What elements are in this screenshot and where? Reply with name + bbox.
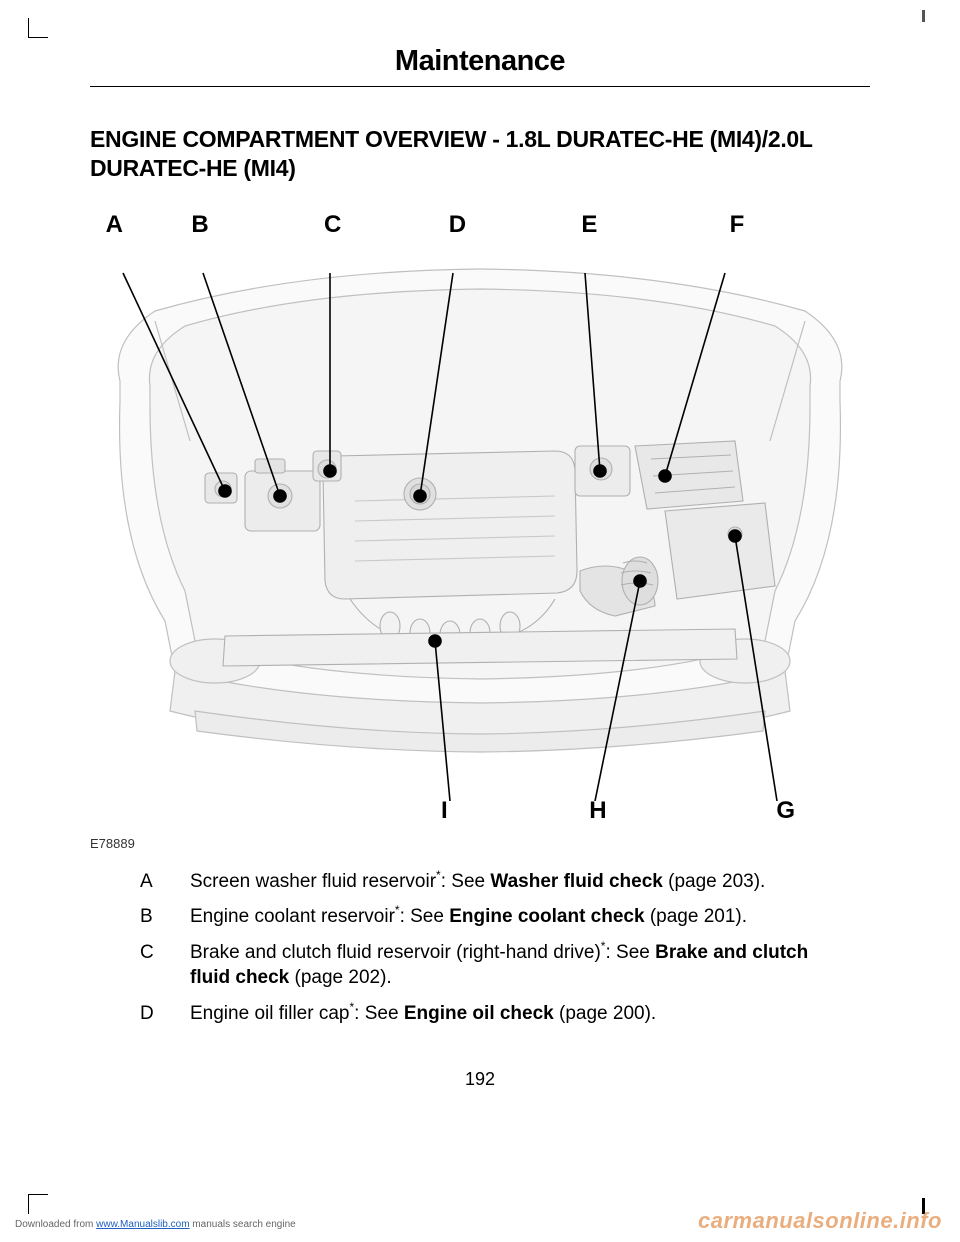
callout-label-H: H <box>589 797 606 825</box>
definition-letter: A <box>140 869 190 895</box>
callout-label-C: C <box>324 211 341 239</box>
page-content: Maintenance ENGINE COMPARTMENT OVERVIEW … <box>0 0 960 1130</box>
callout-label-D: D <box>449 211 466 239</box>
footer-download: Downloaded from www.Manualslib.com manua… <box>15 1219 296 1230</box>
title-rule <box>90 86 870 87</box>
definition-row: AScreen washer fluid reservoir*: See Was… <box>140 869 820 895</box>
figure-code: E78889 <box>90 836 135 851</box>
callout-label-F: F <box>730 211 745 239</box>
callout-label-A: A <box>106 211 123 239</box>
chapter-title: Maintenance <box>60 45 900 78</box>
footer-link[interactable]: www.Manualslib.com <box>96 1219 189 1230</box>
callout-label-B: B <box>191 211 208 239</box>
page-number: 192 <box>60 1069 900 1090</box>
definition-text: Engine coolant reservoir*: See Engine co… <box>190 904 820 930</box>
crop-mark <box>28 18 48 38</box>
definition-text: Brake and clutch fluid reservoir (right-… <box>190 940 820 991</box>
definition-text: Screen washer fluid reservoir*: See Wash… <box>190 869 820 895</box>
watermark: carmanualsonline.info <box>698 1208 942 1234</box>
engine-diagram: A B C D E F <box>90 211 870 851</box>
definition-letter: B <box>140 904 190 930</box>
section-heading: ENGINE COMPARTMENT OVERVIEW - 1.8L DURAT… <box>90 125 870 183</box>
definition-text: Engine oil filler cap*: See Engine oil c… <box>190 1001 820 1027</box>
crop-mark <box>28 1194 48 1214</box>
engine-illustration <box>90 241 870 801</box>
definition-letter: D <box>140 1001 190 1027</box>
callout-label-E: E <box>581 211 597 239</box>
crop-mark <box>922 10 925 22</box>
definition-row: BEngine coolant reservoir*: See Engine c… <box>140 904 820 930</box>
definition-row: DEngine oil filler cap*: See Engine oil … <box>140 1001 820 1027</box>
diagram-bottom-labels: IHG <box>90 797 870 827</box>
definition-list: AScreen washer fluid reservoir*: See Was… <box>140 869 820 1027</box>
callout-label-G: G <box>776 797 795 825</box>
callout-label-I: I <box>441 797 448 825</box>
definition-row: CBrake and clutch fluid reservoir (right… <box>140 940 820 991</box>
footer-suffix: manuals search engine <box>190 1219 296 1230</box>
definition-letter: C <box>140 940 190 966</box>
diagram-top-labels: A B C D E F <box>90 211 870 241</box>
footer-prefix: Downloaded from <box>15 1219 96 1230</box>
